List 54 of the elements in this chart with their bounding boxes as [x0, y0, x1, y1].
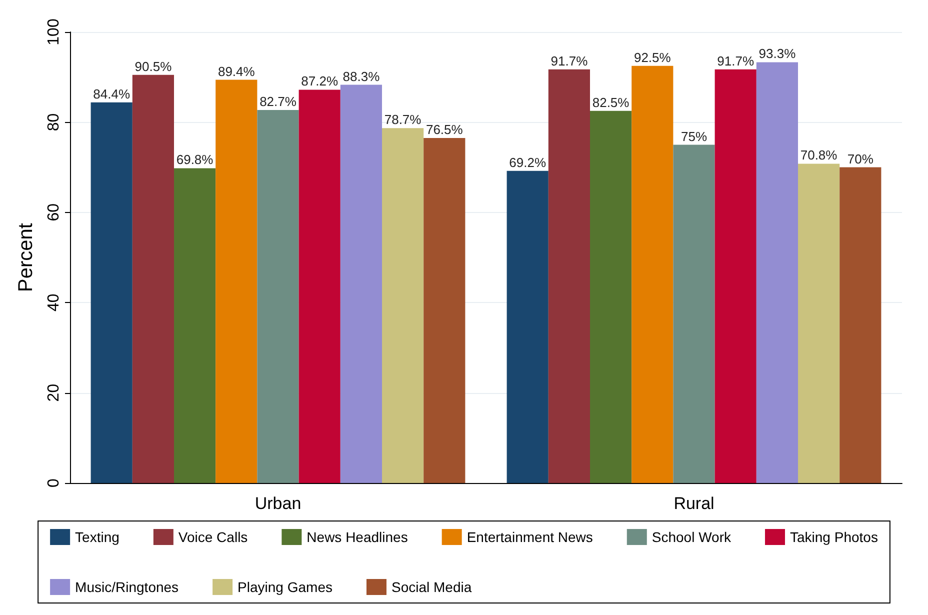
data-label: 75% [680, 128, 708, 144]
bar [798, 164, 840, 483]
legend-label: News Headlines [306, 529, 408, 545]
data-label: 82.7% [260, 94, 297, 110]
data-label: 88.3% [342, 68, 380, 84]
legend-label: Playing Games [238, 579, 332, 595]
bar [548, 69, 590, 483]
data-label: 90.5% [134, 58, 172, 74]
data-label: 70.8% [800, 148, 838, 163]
bar [673, 144, 715, 483]
bar [590, 110, 632, 483]
legend-label: Taking Photos [790, 529, 878, 545]
legend-label: School Work [652, 529, 732, 545]
y-axis-title: Percent [15, 222, 37, 292]
y-tick-label: 40 [46, 294, 62, 312]
data-label: 91.7% [717, 53, 754, 68]
legend-label: Voice Calls [178, 529, 248, 545]
legend-label: Music/Ringtones [75, 579, 179, 595]
y-tick-label: 0 [46, 478, 62, 488]
bar [424, 138, 466, 483]
data-label: 92.5% [634, 50, 672, 65]
y-tick-label: 20 [46, 384, 62, 402]
legend-label: Social Media [391, 579, 472, 595]
data-label: 69.2% [509, 154, 546, 170]
data-label: 82.5% [592, 94, 630, 110]
bar [506, 170, 548, 483]
data-label: 84.4% [93, 86, 130, 102]
bar [174, 168, 216, 483]
bar [756, 62, 798, 483]
bar [257, 110, 299, 483]
legend-label: Entertainment News [466, 529, 593, 545]
y-tick-label: 80 [46, 113, 62, 132]
x-tick-label: Rural [674, 494, 714, 513]
bar [714, 69, 756, 483]
bar [132, 74, 174, 483]
data-label: 70% [847, 151, 874, 166]
y-tick-label: 60 [46, 203, 62, 222]
data-label: 76.5% [426, 122, 464, 137]
bar [340, 84, 382, 483]
y-tick-label: 100 [46, 18, 62, 46]
bar [90, 102, 132, 483]
x-tick-label: Urban [254, 494, 302, 513]
data-label: 91.7% [550, 53, 588, 68]
bar [382, 128, 424, 483]
bar [216, 80, 258, 483]
legend-label: Texting [75, 529, 120, 545]
data-label: 78.7% [384, 112, 422, 128]
data-label: 69.8% [176, 152, 214, 168]
bar [298, 90, 340, 483]
data-label: 87.2% [301, 74, 338, 89]
data-label: 93.3% [758, 46, 796, 62]
bar [840, 167, 882, 483]
data-label: 89.4% [218, 64, 256, 79]
bar [632, 66, 674, 483]
